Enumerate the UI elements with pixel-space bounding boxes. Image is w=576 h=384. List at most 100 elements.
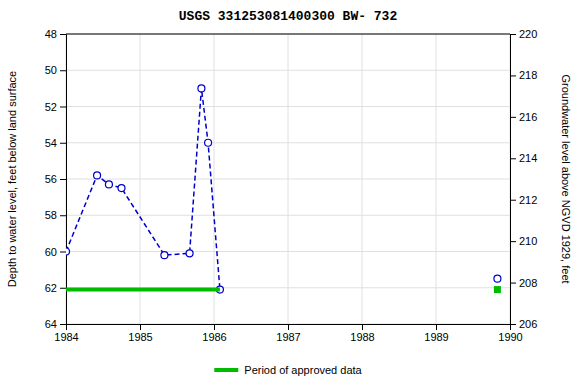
tick-mark: [510, 200, 516, 201]
tick-label: 212: [519, 194, 537, 206]
tick-label: 1988: [350, 331, 374, 343]
tick-label: 206: [519, 318, 537, 330]
tick-mark: [510, 34, 516, 35]
tick-label: 218: [519, 69, 537, 81]
y2-axis: 206 208 210 212 214 216 218 220: [510, 28, 537, 330]
tick: 218: [510, 69, 537, 81]
legend: Period of approved data: [214, 364, 362, 376]
tick: 52: [45, 101, 66, 113]
tick: 54: [45, 137, 66, 149]
tick-label: 1984: [54, 331, 78, 343]
point: [94, 172, 101, 179]
axis-line: [67, 325, 511, 331]
tick-label: 1989: [424, 331, 448, 343]
tick-mark: [362, 324, 363, 330]
axis-line: [511, 35, 517, 325]
legend-label: Period of approved data: [244, 364, 362, 376]
tick-mark: [60, 179, 66, 180]
x-axis: 1984 1985 1986 1987 1988 1989 1990: [54, 324, 522, 343]
legend-item: Period of approved data: [214, 364, 362, 376]
grid-line: [66, 142, 510, 143]
tick-mark: [60, 288, 66, 289]
marks: [66, 85, 501, 293]
tick-mark: [436, 324, 437, 330]
line: [66, 288, 220, 292]
tick: 60: [45, 246, 66, 258]
tick: 212: [510, 194, 537, 206]
point: [494, 286, 501, 293]
tick: 1987: [276, 324, 300, 343]
tick-label: 50: [45, 64, 57, 76]
tick-label: 1985: [128, 331, 152, 343]
point: [186, 250, 193, 257]
point: [198, 85, 205, 92]
tick-label: 1987: [276, 331, 300, 343]
tick-mark: [510, 117, 516, 118]
tick-label: 1990: [498, 331, 522, 343]
tick-mark: [510, 75, 516, 76]
point: [205, 139, 212, 146]
tick: 216: [510, 111, 537, 123]
tick-mark: [60, 215, 66, 216]
tick: 48: [45, 28, 66, 40]
point: [66, 248, 70, 255]
tick-label: 220: [519, 28, 537, 40]
tick: 50: [45, 64, 66, 76]
point: [494, 275, 501, 282]
plot: 1984 1985 1986 1987 1988 1989 1990 48 50 52 54 56 58…: [45, 28, 538, 343]
tick-label: 1986: [202, 331, 226, 343]
tick-label: 56: [45, 173, 57, 185]
tick-mark: [510, 241, 516, 242]
tick-label: 210: [519, 235, 537, 247]
tick: 208: [510, 277, 537, 289]
grid-line: [66, 215, 510, 216]
tick: 214: [510, 152, 537, 164]
grid-line: [66, 70, 510, 71]
tick-mark: [140, 324, 141, 330]
tick-mark: [60, 252, 66, 253]
line: [66, 88, 220, 289]
y-axis-title: Depth to water level, feet below land su…: [6, 71, 18, 287]
grid-line: [66, 179, 510, 180]
tick: 210: [510, 235, 537, 247]
grid-line: [66, 106, 510, 107]
tick: 1988: [350, 324, 374, 343]
tick-label: 52: [45, 101, 57, 113]
grid: [66, 34, 510, 324]
frame: [66, 34, 510, 35]
tick-mark: [510, 283, 516, 284]
chart: 1984 1985 1986 1987 1988 1989 1990 48 50 52 54 56 58…: [0, 0, 576, 384]
point: [118, 185, 125, 192]
tick-label: 48: [45, 28, 57, 40]
tick-label: 54: [45, 137, 57, 149]
tick-mark: [214, 324, 215, 330]
tick: 62: [45, 282, 66, 294]
tick-label: 64: [45, 318, 57, 330]
tick-mark: [60, 34, 66, 35]
tick-label: 60: [45, 246, 57, 258]
tick: 58: [45, 209, 66, 221]
tick: 220: [510, 28, 537, 40]
tick: 1989: [424, 324, 448, 343]
tick-mark: [60, 107, 66, 108]
tick-mark: [60, 324, 66, 325]
tick-label: 58: [45, 209, 57, 221]
axis-line: [60, 35, 67, 325]
tick-mark: [60, 70, 66, 71]
tick: 56: [45, 173, 66, 185]
tick-label: 62: [45, 282, 57, 294]
tick: 1984: [54, 324, 78, 343]
tick-label: 216: [519, 111, 537, 123]
tick-mark: [510, 324, 516, 325]
title: USGS 331253081400300 BW- 732: [179, 9, 398, 24]
grid-line: [66, 34, 510, 35]
legend-swatch: [214, 368, 238, 372]
tick-label: 208: [519, 277, 537, 289]
tick: 64: [45, 318, 66, 330]
tick-mark: [60, 143, 66, 144]
y2-axis-title: Groundwater level above NGVD 1929, feet: [560, 74, 572, 283]
point: [161, 252, 168, 259]
tick: 206: [510, 318, 537, 330]
tick-mark: [288, 324, 289, 330]
point: [105, 181, 112, 188]
